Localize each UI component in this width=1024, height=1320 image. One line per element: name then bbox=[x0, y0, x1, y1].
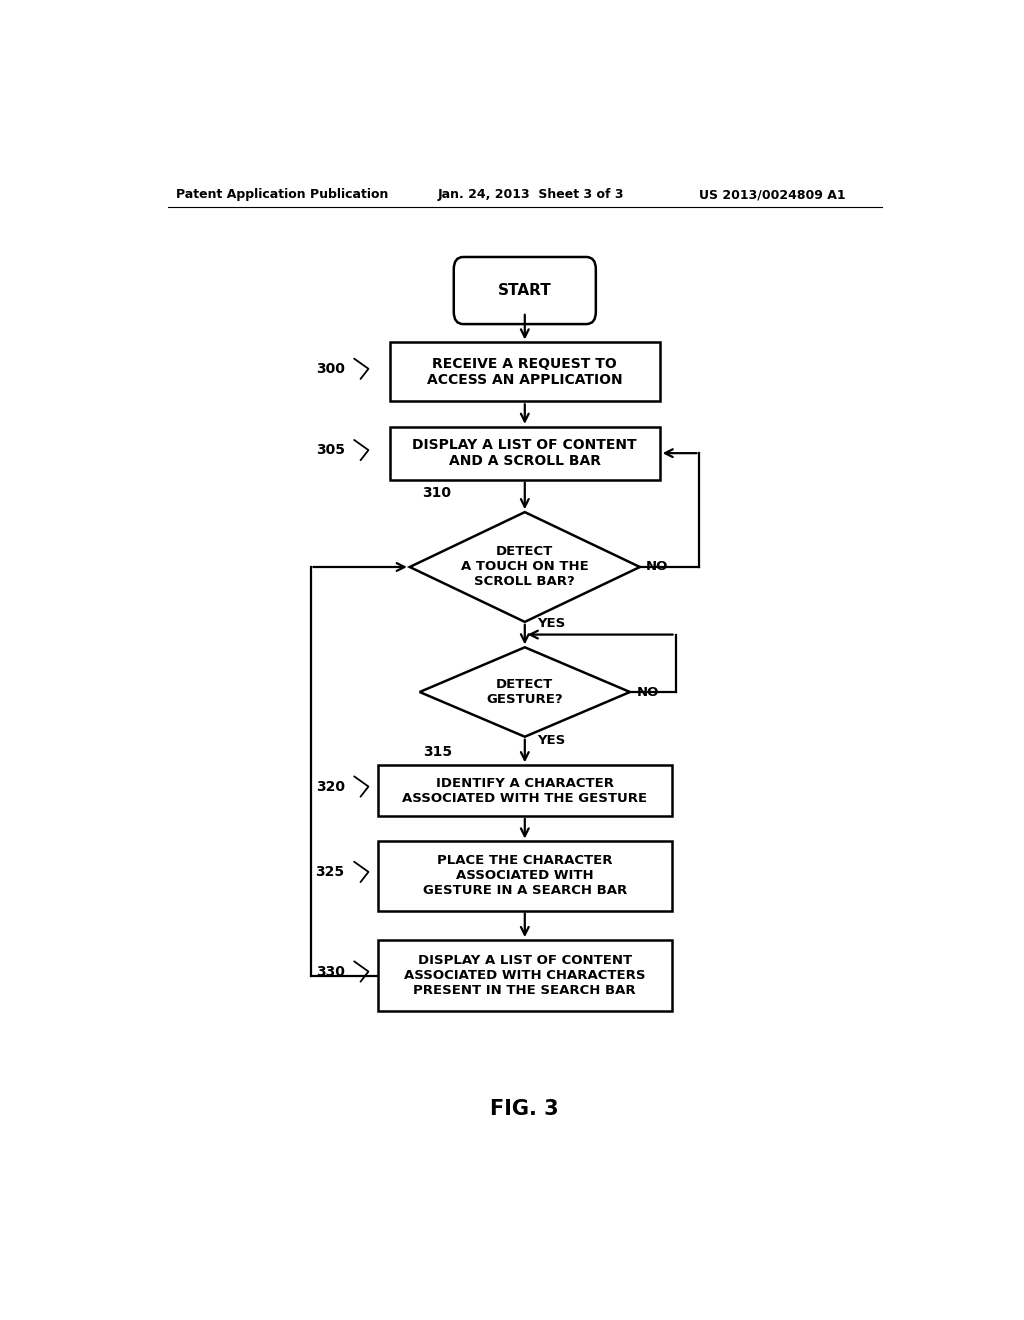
Text: US 2013/0024809 A1: US 2013/0024809 A1 bbox=[699, 189, 846, 202]
Text: NO: NO bbox=[646, 561, 669, 573]
Text: YES: YES bbox=[537, 616, 565, 630]
Text: START: START bbox=[498, 282, 552, 298]
Text: Patent Application Publication: Patent Application Publication bbox=[176, 189, 388, 202]
Text: DISPLAY A LIST OF CONTENT
ASSOCIATED WITH CHARACTERS
PRESENT IN THE SEARCH BAR: DISPLAY A LIST OF CONTENT ASSOCIATED WIT… bbox=[404, 954, 645, 997]
Text: RECEIVE A REQUEST TO
ACCESS AN APPLICATION: RECEIVE A REQUEST TO ACCESS AN APPLICATI… bbox=[427, 356, 623, 387]
FancyBboxPatch shape bbox=[454, 257, 596, 325]
Text: 330: 330 bbox=[315, 965, 345, 978]
Text: NO: NO bbox=[636, 685, 658, 698]
Polygon shape bbox=[410, 512, 640, 622]
Text: 305: 305 bbox=[315, 444, 345, 457]
Text: 310: 310 bbox=[422, 486, 451, 500]
Bar bbox=[390, 342, 659, 401]
Bar bbox=[378, 841, 672, 911]
Text: Jan. 24, 2013  Sheet 3 of 3: Jan. 24, 2013 Sheet 3 of 3 bbox=[437, 189, 624, 202]
Text: PLACE THE CHARACTER
ASSOCIATED WITH
GESTURE IN A SEARCH BAR: PLACE THE CHARACTER ASSOCIATED WITH GEST… bbox=[423, 854, 627, 898]
Text: DETECT
GESTURE?: DETECT GESTURE? bbox=[486, 678, 563, 706]
Text: 315: 315 bbox=[424, 744, 453, 759]
Text: IDENTIFY A CHARACTER
ASSOCIATED WITH THE GESTURE: IDENTIFY A CHARACTER ASSOCIATED WITH THE… bbox=[402, 776, 647, 805]
Text: DISPLAY A LIST OF CONTENT
AND A SCROLL BAR: DISPLAY A LIST OF CONTENT AND A SCROLL B… bbox=[413, 438, 637, 469]
Polygon shape bbox=[420, 647, 630, 737]
Text: DETECT
A TOUCH ON THE
SCROLL BAR?: DETECT A TOUCH ON THE SCROLL BAR? bbox=[461, 545, 589, 589]
Text: 320: 320 bbox=[315, 780, 345, 793]
Bar bbox=[390, 426, 659, 479]
Text: 325: 325 bbox=[315, 865, 345, 879]
Text: FIG. 3: FIG. 3 bbox=[490, 1098, 559, 1119]
Text: YES: YES bbox=[537, 734, 565, 747]
Bar bbox=[378, 766, 672, 816]
Text: 300: 300 bbox=[315, 362, 345, 376]
Bar bbox=[378, 940, 672, 1011]
